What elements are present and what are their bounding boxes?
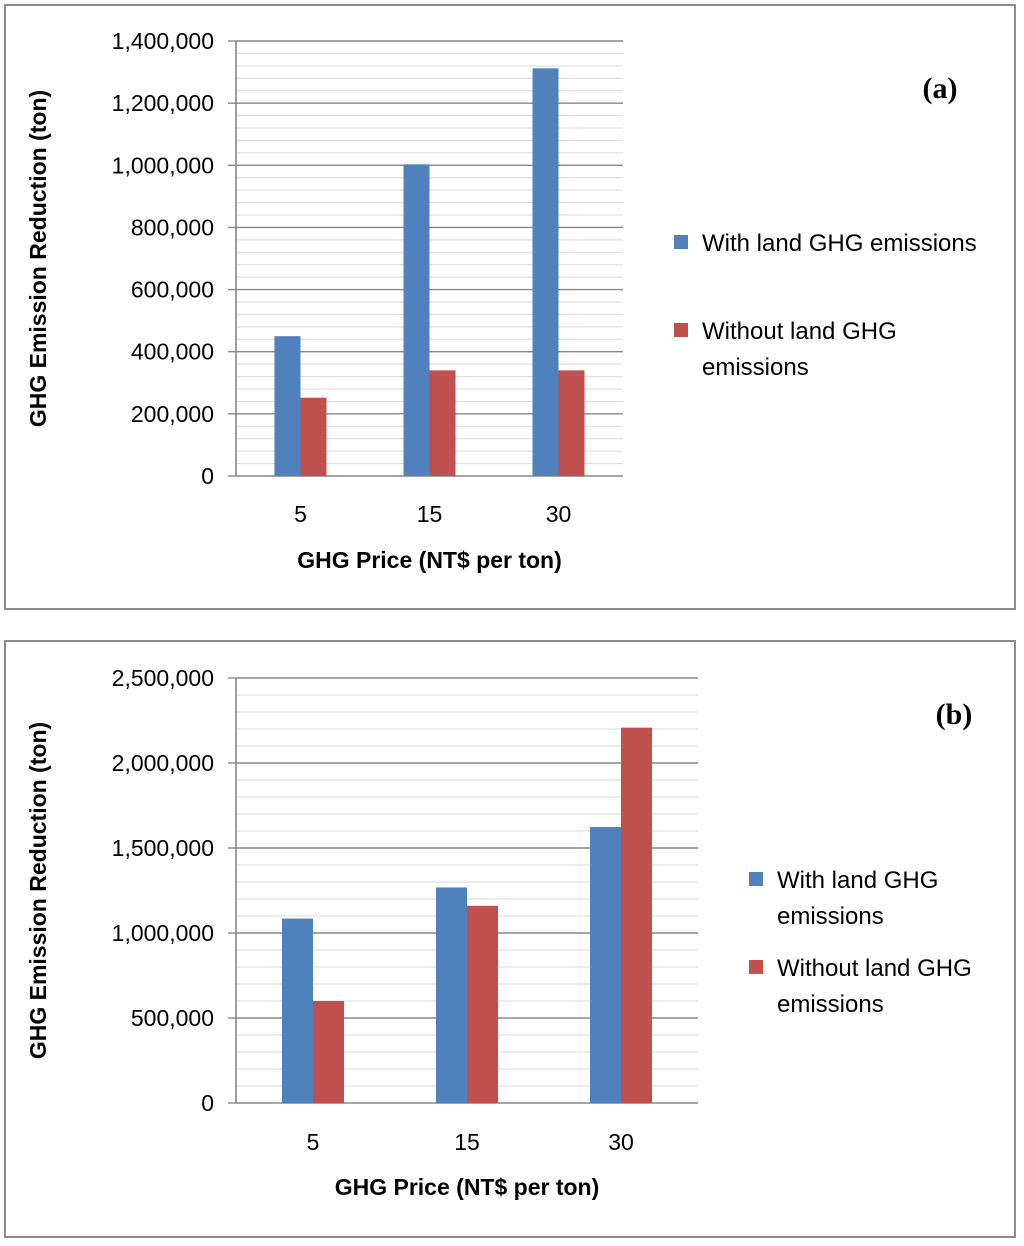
y-tick-label: 1,000,000 bbox=[112, 920, 214, 946]
x-tick-label: 15 bbox=[454, 1129, 480, 1155]
y-tick-label: 400,000 bbox=[131, 339, 214, 365]
legend-swatch bbox=[749, 960, 763, 974]
y-axis-title: GHG Emission Reduction (ton) bbox=[25, 722, 51, 1059]
x-axis-title: GHG Price (NT$ per ton) bbox=[335, 1174, 600, 1200]
chart-svg-1: 0 500,000 1,000,000 1,500,000 2,000,000 2,500… bbox=[25, 665, 973, 1200]
legend-label: With land GHG emissions bbox=[702, 230, 977, 257]
legend-swatch bbox=[674, 235, 688, 249]
panel-label: (a) bbox=[923, 72, 958, 105]
x-tick-label: 15 bbox=[417, 501, 443, 527]
y-tick-label: 600,000 bbox=[131, 277, 214, 303]
x-axis-title: GHG Price (NT$ per ton) bbox=[297, 547, 562, 573]
y-tick-label: 1,500,000 bbox=[112, 835, 214, 861]
x-tick-label: 30 bbox=[608, 1129, 634, 1155]
chart-panel-a: 0 200,000 400,000 600,000 800,000 1,000,000 1,… bbox=[4, 4, 1016, 610]
legend-label: With land GHG bbox=[777, 867, 938, 894]
bar-with-land-ghg-emissions-15 bbox=[436, 887, 467, 1103]
y-tick-label: 200,000 bbox=[131, 401, 214, 427]
bar-with-land-ghg-emissions-15 bbox=[403, 164, 430, 476]
bar-with-land-ghg-emissions-5 bbox=[274, 336, 301, 476]
panel-label: (b) bbox=[936, 698, 973, 731]
legend-label: emissions bbox=[777, 903, 884, 930]
legend-swatch bbox=[749, 872, 763, 886]
legend-label: Without land GHG bbox=[702, 318, 897, 345]
y-tick-label: 0 bbox=[201, 1090, 214, 1116]
y-tick-label: 0 bbox=[201, 463, 214, 489]
bar-without-land-ghg-emissions-15 bbox=[467, 905, 498, 1103]
bar-without-land-ghg-emissions-30 bbox=[621, 727, 652, 1103]
legend-swatch bbox=[674, 323, 688, 337]
legend-label: emissions bbox=[702, 354, 809, 381]
legend-label: Without land GHG bbox=[777, 955, 972, 982]
y-tick-label: 1,400,000 bbox=[112, 28, 214, 54]
y-tick-label: 1,000,000 bbox=[112, 152, 214, 178]
bar-without-land-ghg-emissions-5 bbox=[300, 397, 327, 476]
chart-svg-0: 0 200,000 400,000 600,000 800,000 1,000,000 1,… bbox=[25, 28, 977, 573]
y-tick-label: 1,200,000 bbox=[112, 90, 214, 116]
legend-label: emissions bbox=[777, 991, 884, 1018]
y-tick-label: 800,000 bbox=[131, 214, 214, 240]
y-tick-label: 2,500,000 bbox=[112, 665, 214, 691]
x-tick-label: 5 bbox=[294, 501, 307, 527]
x-tick-label: 30 bbox=[546, 501, 572, 527]
y-tick-label: 2,000,000 bbox=[112, 750, 214, 776]
chart-panel-b: 0 500,000 1,000,000 1,500,000 2,000,000 2,500… bbox=[4, 640, 1016, 1238]
bar-without-land-ghg-emissions-30 bbox=[558, 370, 585, 476]
bar-without-land-ghg-emissions-5 bbox=[313, 1001, 344, 1103]
x-tick-label: 5 bbox=[307, 1129, 320, 1155]
bar-without-land-ghg-emissions-15 bbox=[429, 370, 456, 476]
bar-with-land-ghg-emissions-30 bbox=[590, 827, 621, 1103]
bar-with-land-ghg-emissions-30 bbox=[532, 68, 559, 476]
y-tick-label: 500,000 bbox=[131, 1005, 214, 1031]
y-axis-title: GHG Emission Reduction (ton) bbox=[25, 90, 51, 427]
bar-with-land-ghg-emissions-5 bbox=[282, 918, 313, 1103]
